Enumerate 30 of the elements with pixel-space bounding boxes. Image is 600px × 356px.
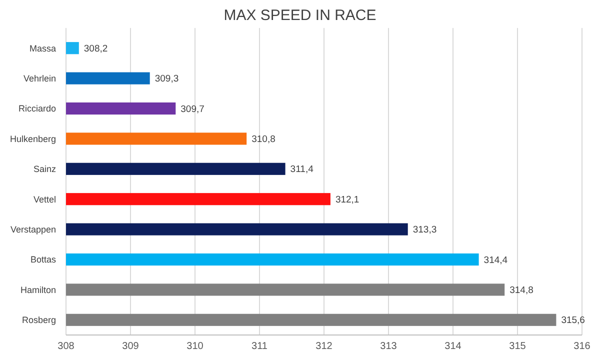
y-tick-label: Bottas	[30, 254, 56, 265]
data-label: 308,2	[84, 43, 108, 54]
x-tick-label: 315	[509, 341, 526, 352]
chart-title: MAX SPEED IN RACE	[224, 7, 376, 24]
x-tick-label: 311	[252, 341, 268, 352]
x-tick-label: 310	[186, 341, 204, 352]
x-tick-label: 308	[58, 341, 75, 352]
data-label: 312,1	[335, 194, 360, 206]
x-tick-label: 313	[380, 341, 398, 352]
x-tick-label: 309	[122, 341, 140, 352]
y-tick-label: Hamilton	[20, 284, 56, 295]
y-tick-label: Hulkenberg	[10, 134, 56, 144]
y-tick-label: Sainz	[33, 164, 56, 174]
x-tick-label: 316	[574, 341, 591, 352]
x-tick-label: 314	[444, 341, 462, 352]
y-tick-label: Ricciardo	[18, 104, 56, 114]
y-tick-label: Rosberg	[22, 315, 56, 326]
data-label: 309,7	[180, 104, 204, 115]
y-tick-label: Massa	[29, 43, 56, 54]
x-tick-label: 312	[316, 341, 333, 352]
data-label: 314,4	[484, 254, 508, 266]
y-tick-label: Vehrlein	[23, 73, 56, 84]
data-label: 315,6	[561, 315, 585, 326]
data-label: 309,3	[154, 74, 179, 85]
data-label: 310,8	[252, 134, 276, 146]
y-tick-label: Verstappen	[10, 224, 56, 234]
data-label: 311,4	[290, 164, 314, 176]
data-label: 314,8	[510, 285, 534, 296]
data-label: 313,3	[412, 224, 437, 236]
y-tick-label: Vettel	[33, 194, 56, 204]
